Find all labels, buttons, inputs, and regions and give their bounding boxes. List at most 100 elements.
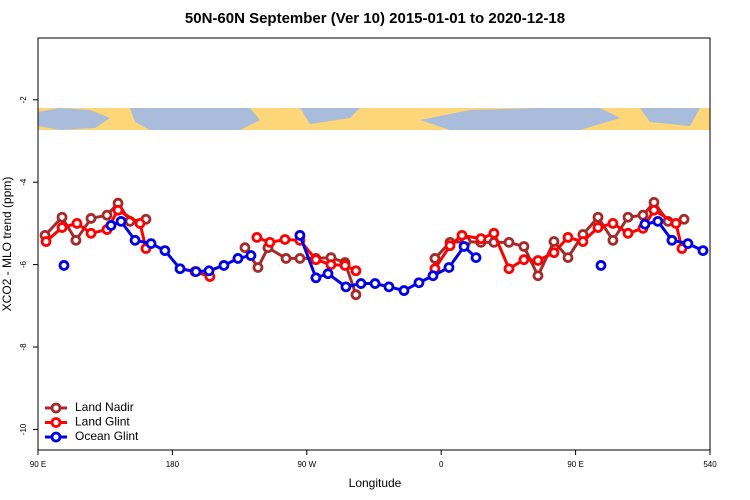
legend-label: Ocean Glint bbox=[75, 429, 139, 443]
legend-marker bbox=[50, 431, 62, 443]
point bbox=[159, 245, 171, 256]
x-tick-label: 90 E bbox=[30, 460, 46, 469]
point bbox=[383, 281, 395, 293]
point bbox=[325, 259, 337, 271]
point bbox=[239, 242, 251, 254]
point bbox=[577, 236, 589, 247]
legend-marker bbox=[50, 402, 62, 414]
point bbox=[251, 232, 263, 243]
point bbox=[413, 277, 425, 289]
point bbox=[134, 217, 146, 229]
x-tick-label: 90 E bbox=[567, 460, 583, 469]
point bbox=[622, 227, 634, 239]
point bbox=[562, 252, 574, 263]
point bbox=[666, 234, 678, 246]
point bbox=[607, 217, 619, 229]
point bbox=[174, 263, 186, 275]
point bbox=[101, 209, 113, 221]
point bbox=[310, 272, 322, 284]
point bbox=[444, 240, 456, 252]
point bbox=[607, 234, 619, 246]
point bbox=[503, 236, 515, 248]
legend-marker bbox=[50, 417, 62, 428]
point bbox=[218, 260, 230, 271]
plot-frame bbox=[37, 37, 711, 451]
point bbox=[85, 213, 97, 224]
point bbox=[637, 209, 649, 221]
point bbox=[294, 229, 306, 241]
map-strip bbox=[38, 108, 710, 130]
x-tick-label: 180 bbox=[166, 460, 180, 469]
point bbox=[310, 254, 322, 266]
point bbox=[339, 260, 351, 271]
point bbox=[245, 250, 257, 261]
point bbox=[56, 211, 68, 223]
point bbox=[697, 245, 709, 256]
x-tick-label: 540 bbox=[703, 460, 717, 469]
point bbox=[488, 227, 500, 239]
point bbox=[678, 213, 690, 225]
y-tick-label: -4 bbox=[19, 178, 28, 186]
point bbox=[548, 247, 560, 259]
point bbox=[355, 278, 367, 289]
point bbox=[129, 234, 141, 246]
point bbox=[592, 211, 604, 223]
point bbox=[652, 215, 664, 227]
point bbox=[369, 278, 381, 289]
chart-title: 50N-60N September (Ver 10) 2015-01-01 to… bbox=[185, 10, 565, 27]
point bbox=[592, 222, 604, 233]
point bbox=[475, 233, 487, 245]
point bbox=[470, 252, 482, 263]
point bbox=[112, 204, 124, 216]
point bbox=[639, 218, 651, 230]
point bbox=[503, 263, 515, 275]
y-tick-label: -8 bbox=[19, 343, 28, 351]
point bbox=[548, 236, 560, 247]
x-axis-label: Longitude bbox=[349, 476, 402, 490]
point bbox=[71, 217, 83, 229]
point bbox=[70, 234, 82, 246]
y-tick-label: -2 bbox=[19, 96, 28, 104]
point bbox=[279, 234, 291, 245]
point bbox=[518, 254, 530, 266]
point bbox=[190, 266, 202, 278]
x-tick-label: 90 W bbox=[297, 460, 316, 469]
point bbox=[145, 238, 157, 249]
point bbox=[648, 204, 660, 216]
point bbox=[105, 220, 117, 231]
point bbox=[532, 255, 544, 266]
point bbox=[280, 253, 292, 264]
point bbox=[252, 262, 264, 273]
y-axis-label: XCO2 - MLO trend (ppm) bbox=[0, 177, 14, 312]
point bbox=[458, 241, 470, 252]
point bbox=[58, 260, 70, 271]
point bbox=[622, 211, 634, 223]
point bbox=[85, 227, 97, 239]
point bbox=[595, 260, 607, 271]
point bbox=[532, 270, 544, 282]
point bbox=[427, 270, 439, 282]
y-tick-label: -10 bbox=[19, 423, 28, 435]
point bbox=[203, 265, 215, 277]
y-tick-label: -6 bbox=[19, 260, 28, 268]
x-tick-label: 0 bbox=[439, 460, 444, 469]
point bbox=[429, 253, 441, 264]
legend-label: Land Glint bbox=[75, 415, 130, 429]
point bbox=[456, 229, 468, 241]
point bbox=[670, 217, 682, 229]
point bbox=[56, 222, 68, 233]
point bbox=[562, 232, 574, 243]
point bbox=[232, 253, 244, 264]
point bbox=[264, 236, 276, 248]
point bbox=[322, 268, 334, 280]
point bbox=[40, 236, 52, 247]
point bbox=[350, 265, 362, 277]
point bbox=[350, 289, 362, 301]
point bbox=[340, 281, 352, 293]
series-line bbox=[45, 208, 684, 278]
point bbox=[115, 215, 127, 227]
point bbox=[682, 238, 694, 249]
point bbox=[398, 285, 410, 296]
point bbox=[294, 253, 306, 264]
